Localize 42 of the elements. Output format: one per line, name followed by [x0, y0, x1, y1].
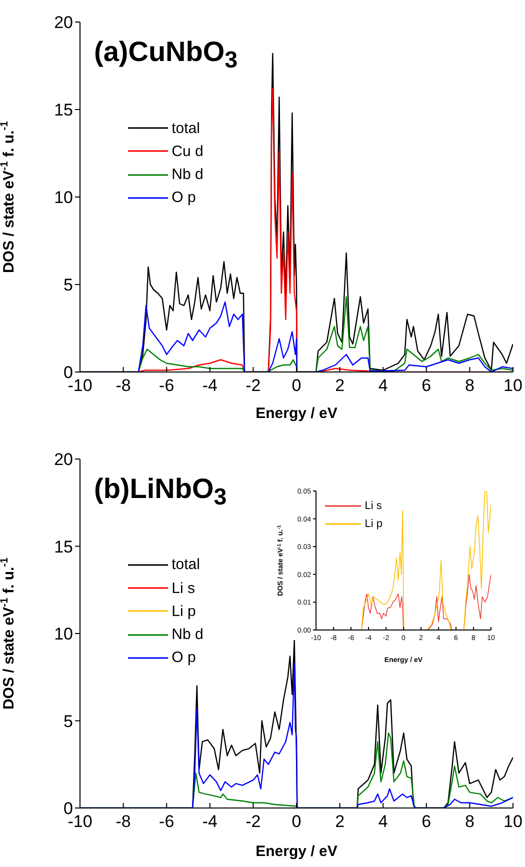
x-tick-label: 4: [378, 376, 388, 396]
y-tick-label: 15: [54, 100, 73, 120]
legend-label: O p: [172, 189, 196, 206]
y-tick-label: 20: [54, 13, 73, 32]
y-tick-label: 0: [64, 799, 73, 818]
legend-label: total: [172, 556, 200, 574]
x-tick-label: -6: [159, 812, 174, 832]
y-tick-label: 0: [64, 363, 73, 382]
legend-label: Li p: [364, 518, 382, 530]
x-tick-label: 10: [504, 376, 522, 396]
x-tick-label: -2: [246, 376, 261, 396]
y-tick-label: 20: [54, 450, 73, 470]
x-tick-label: -6: [159, 376, 174, 396]
legend-label: total: [172, 120, 200, 137]
legend-label: Nb d: [172, 626, 204, 644]
legend-label: O p: [172, 649, 196, 666]
x-tick-label: 2: [335, 376, 345, 396]
x-tick-label: 6: [422, 812, 432, 832]
y-tick-label: 15: [54, 537, 73, 556]
x-tick-label: 6: [422, 376, 432, 396]
legend-label: Cu d: [172, 142, 204, 160]
x-tick-label: -4: [202, 812, 218, 832]
x-tick-label: 8: [464, 376, 474, 396]
x-tick-label: 2: [335, 812, 345, 832]
x-tick-label: -8: [116, 376, 131, 396]
x-axis-title: Energy / eV: [256, 405, 338, 422]
x-tick-label: 4: [378, 812, 388, 832]
x-tick-label: 8: [464, 812, 474, 832]
y-tick-label: 5: [64, 712, 73, 731]
text: (b)LiNbO$_{3}$: [94, 473, 227, 512]
legend-label: Li s: [172, 580, 195, 597]
x-axis-title: Energy / eV: [256, 843, 338, 860]
text: (a)CuNbO$_{3}$: [94, 36, 238, 75]
y-tick-label: 10: [54, 188, 73, 208]
x-tick-label: -2: [246, 812, 261, 832]
y-tick-label: 5: [64, 276, 73, 295]
legend-label: Li s: [364, 500, 382, 512]
legend-label: Nb d: [172, 166, 204, 184]
x-tick-label: -8: [116, 812, 131, 832]
legend-label: Li p: [172, 602, 196, 620]
x-tick-label: -4: [202, 376, 218, 396]
x-tick-label: 10: [504, 812, 522, 832]
